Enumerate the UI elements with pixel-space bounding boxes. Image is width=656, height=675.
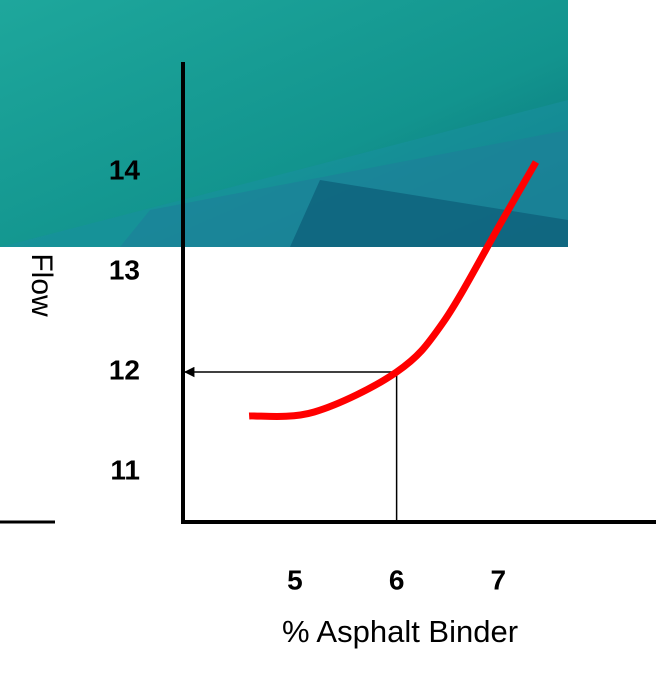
y-tick-label: 12 — [109, 354, 140, 385]
x-tick-label: 5 — [287, 564, 303, 595]
chart: Flow % Asphalt Binder 11 12 13 14 5 6 7 — [0, 0, 656, 675]
y-tick-label: 13 — [109, 254, 140, 285]
header-banner — [0, 0, 568, 247]
y-axis-label: Flow — [25, 253, 58, 317]
x-tick-label: 6 — [389, 564, 405, 595]
y-tick-label: 11 — [110, 454, 140, 485]
x-axis-label: % Asphalt Binder — [282, 614, 518, 649]
x-tick-label: 7 — [491, 564, 507, 595]
y-tick-label: 14 — [109, 154, 141, 185]
